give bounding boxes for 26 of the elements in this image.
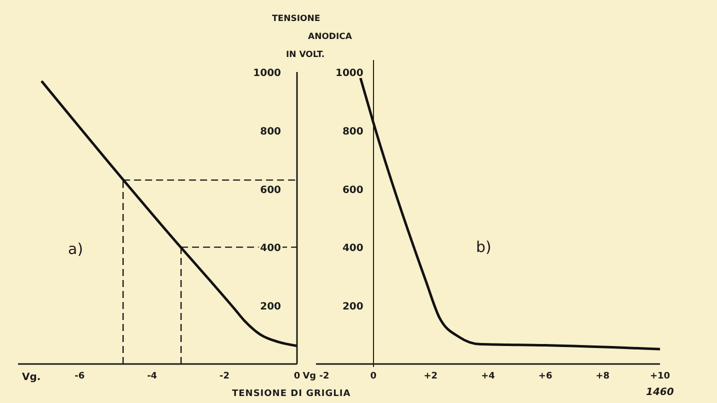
x-tick-label: -4 [147,371,158,382]
text: Vg. [22,372,41,383]
y-axis-title: TENSIONE ANODICA IN VOLT. [272,13,352,62]
x-tick-label: -6 [74,371,85,382]
y-tick-label: 1000 [335,68,364,79]
annotation: a) [68,240,84,258]
y-tick-label: 600 [260,184,282,196]
x-tick-label: +10 [650,371,670,382]
x-tick-label: Vg -2 [302,371,330,382]
y-tick-label: 200 [342,302,364,313]
x-tick-label: +8 [596,371,610,382]
x-tick-label: +4 [481,371,495,382]
x-tick-label: 0 [370,371,376,382]
y-tick-label: 1000 [253,68,282,79]
y-tick-label: 200 [260,302,282,313]
x-axis-title: TENSIONE DI GRIGLIA [232,389,351,399]
annotation: b) [476,238,492,256]
x-tick-label: 0 [294,371,300,382]
text: 1460 [646,387,674,398]
x-tick-label: +6 [538,371,552,382]
x-tick-label: -2 [220,371,230,382]
y-tick-label: 800 [342,126,364,138]
y-tick-label: 400 [342,243,364,254]
y-tick-label: 800 [260,126,282,138]
y-tick-label: 600 [342,184,364,196]
x-tick-label: +2 [424,371,438,382]
